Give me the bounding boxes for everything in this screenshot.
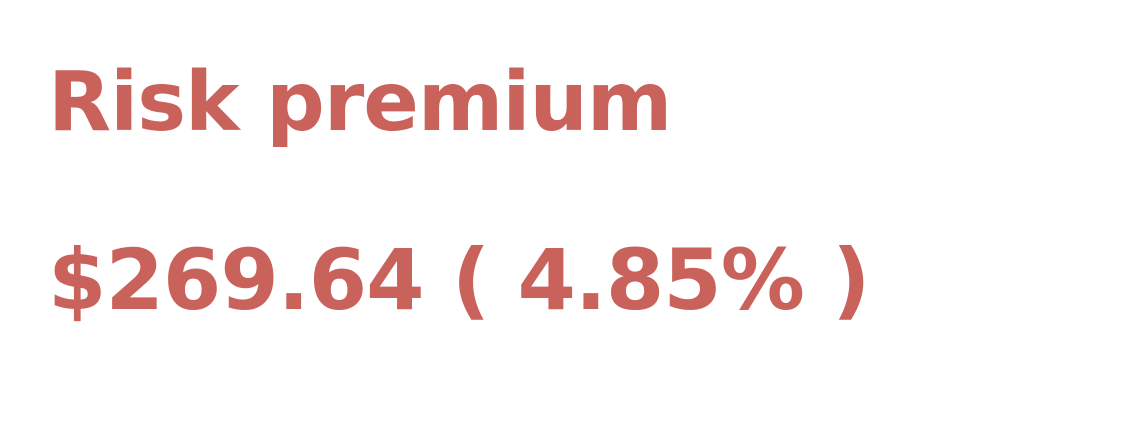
risk-premium-percent: 4.85% (517, 231, 804, 329)
close-paren: ) (832, 231, 870, 329)
risk-premium-value-line: $269.64 ( 4.85% ) (48, 231, 871, 329)
risk-premium-amount: $269.64 (48, 231, 425, 329)
risk-premium-title: Risk premium (48, 55, 672, 150)
open-paren: ( (451, 231, 490, 329)
